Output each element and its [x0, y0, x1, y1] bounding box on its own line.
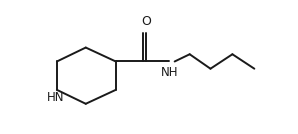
Text: HN: HN	[47, 91, 64, 104]
Text: O: O	[141, 15, 151, 28]
Text: NH: NH	[161, 66, 178, 79]
